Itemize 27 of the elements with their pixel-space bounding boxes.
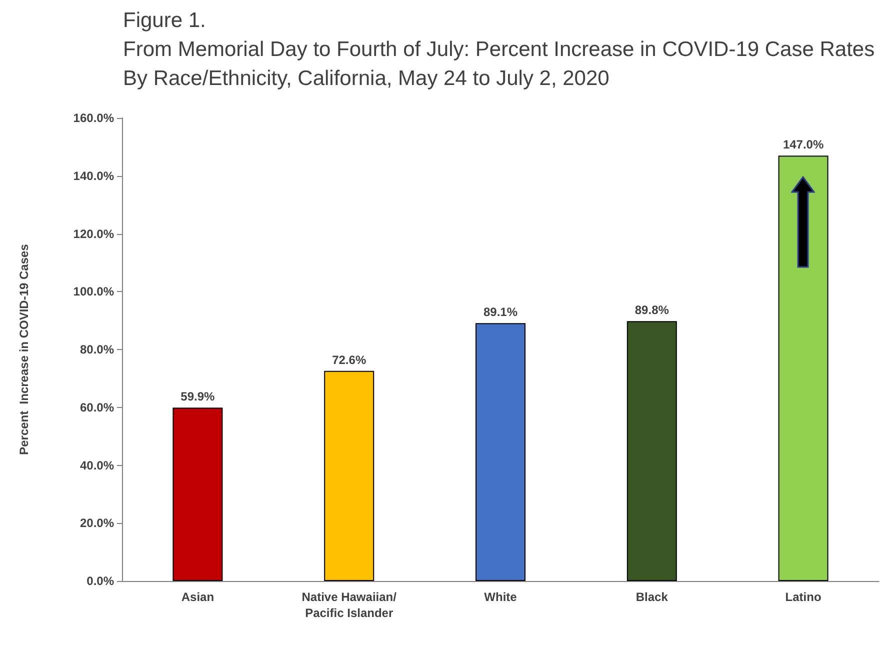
x-tick-label: Asian: [181, 590, 214, 604]
data-label: 89.1%: [483, 305, 518, 320]
y-tick-label: 40.0%: [80, 458, 114, 472]
y-axis-title: Percent Increase in COVID-19 Cases: [17, 244, 31, 455]
bar: [324, 370, 374, 581]
x-tick-label: Native Hawaiian/Pacific Islander: [302, 590, 398, 620]
data-label: 147.0%: [782, 138, 824, 152]
bar: [626, 321, 677, 581]
data-label: 72.6%: [332, 352, 366, 367]
bar: [172, 408, 223, 581]
data-label: 89.8%: [634, 303, 670, 318]
x-tick-label: Latino: [785, 590, 822, 604]
y-tick-label: 80.0%: [80, 342, 114, 356]
y-tick-label: 160.0%: [73, 111, 114, 125]
bar: [476, 323, 526, 581]
y-tick-label: 140.0%: [73, 168, 114, 183]
y-tick-label: 60.0%: [80, 400, 114, 414]
data-label: 59.9%: [180, 390, 216, 404]
y-tick-label: 100.0%: [73, 284, 114, 299]
chart-subtitle: From Memorial Day to Fourth of July: Percent Increase in COVID-19 Case Rates By Race/Ethnicity, California, May 24 to July 2, 2020: [123, 37, 876, 92]
x-tick-label: White: [484, 590, 518, 604]
y-tick-label: 20.0%: [80, 516, 114, 530]
y-tick-label: 120.0%: [73, 226, 114, 241]
y-tick-label: 0.0%: [86, 574, 114, 588]
bar: [778, 156, 828, 581]
x-tick-label: Black: [636, 590, 668, 604]
chart-title: Figure 1.: [123, 8, 207, 34]
